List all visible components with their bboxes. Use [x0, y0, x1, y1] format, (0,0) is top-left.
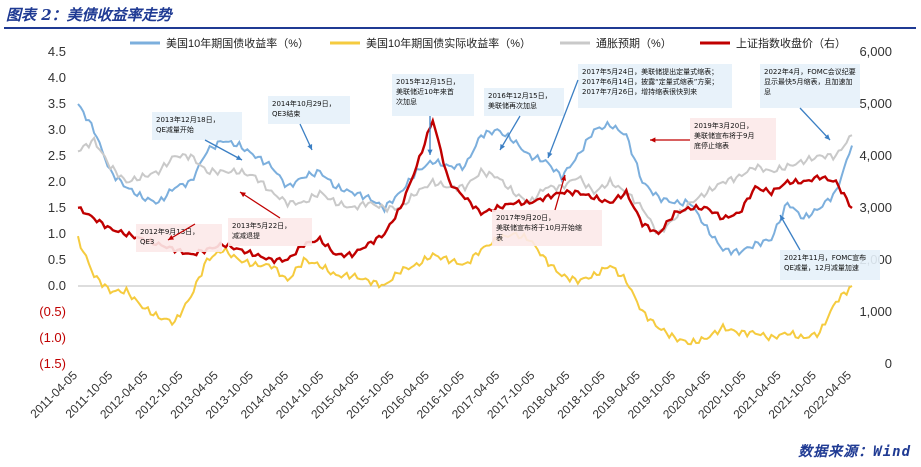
left-axis-tick: 2.0: [48, 174, 66, 189]
left-axis-tick: (1.0): [39, 330, 66, 345]
left-axis-tick: 0.0: [48, 278, 66, 293]
series-line-0: [77, 103, 853, 257]
right-axis-tick: 0: [885, 356, 892, 371]
annotation-arrowhead-7: [240, 192, 246, 198]
annotation-box-1: [268, 96, 350, 124]
source-note: 数据来源：Wind: [798, 444, 911, 460]
left-axis-tick: 0.5: [48, 252, 66, 267]
left-axis-tick: (1.5): [39, 356, 66, 371]
annotation-box-3: [484, 88, 564, 116]
left-axis-tick: (0.5): [39, 304, 66, 319]
annotation-arrowhead-10: [780, 215, 785, 221]
figure-title: 图表 2：美债收益率走势: [6, 6, 172, 24]
left-axis-tick: 3.0: [48, 122, 66, 137]
left-axis-tick: 2.5: [48, 148, 66, 163]
series-line-2: [77, 134, 853, 235]
annotation-box-10: [780, 250, 880, 280]
annotation-arrowhead-4: [547, 152, 553, 158]
annotation-arrowhead-3: [500, 144, 505, 150]
annotation-arrow-0: [204, 139, 243, 161]
annotation-arrow-5: [799, 107, 831, 141]
left-axis-tick: 1.5: [48, 200, 66, 215]
annotation-arrowhead-8: [561, 175, 567, 181]
annotation-arrow-4: [547, 79, 579, 159]
right-axis-tick: 4,000: [859, 148, 892, 163]
annotation-arrow-3: [499, 115, 521, 151]
annotation-arrowhead-5: [824, 134, 830, 140]
left-axis-tick: 4.5: [48, 44, 66, 59]
annotation-text-6: 2012年9月13日， QE3: [140, 227, 199, 246]
annotation-text-5: 2022年4月，FOMC会议纪要显示最快5月缩表，且加速加息: [764, 67, 856, 96]
annotation-text-8: 2017年9月20日，美联储宣布将于10月开始缩表: [496, 213, 582, 242]
annotation-text-9: 2019年3月20日，美联储宣布将于9月底停止缩表: [694, 121, 754, 150]
annotation-arrow-7: [239, 191, 281, 219]
right-axis-tick: 1,000: [859, 304, 892, 319]
annotation-arrowhead-0: [236, 155, 242, 160]
annotation-box-8: [492, 210, 602, 246]
annotation-box-7: [228, 218, 312, 246]
annotation-box-4: [578, 64, 732, 108]
annotation-arrowhead-6: [168, 235, 174, 240]
annotation-text-3: 2016年12月15日，美联储再次加息: [488, 91, 552, 110]
right-axis-tick: 5,000: [859, 96, 892, 111]
annotation-box-5: [760, 64, 860, 108]
legend-label-3: 上证指数收盘价（右）: [736, 36, 846, 50]
annotation-text-1: 2014年10月29日， QE3结束: [272, 99, 336, 118]
legend-label-2: 通胀预期（%）: [596, 37, 672, 50]
annotation-arrow-8: [554, 174, 566, 211]
legend-label-1: 美国10年期国债实际收益率（%）: [366, 36, 531, 50]
legend-label-0: 美国10年期国债收益率（%）: [166, 36, 309, 50]
annotation-box-6: [136, 224, 222, 252]
left-axis-tick: 3.5: [48, 96, 66, 111]
annotation-text-7: 2013年5月22日，减减退提: [232, 221, 291, 240]
left-axis-tick: 4.0: [48, 70, 66, 85]
annotation-arrowhead-1: [307, 144, 313, 150]
left-axis-tick: 1.0: [48, 226, 66, 241]
annotation-box-0: [152, 112, 242, 140]
annotation-text-4: 2017年5月24日，美联储提出定量式缩表； 2017年6月14日，披露“定量式缩…: [582, 67, 718, 96]
annotation-text-10: 2021年11月，FOMC宣布 QE减量，12月减量加速: [784, 253, 866, 272]
right-axis-tick: 6,000: [859, 44, 892, 59]
annotation-box-9: [690, 118, 776, 160]
right-axis-tick: 3,000: [859, 200, 892, 215]
annotation-text-2: 2015年12月15日，美联储近10年来首次加息: [396, 77, 460, 106]
series-line-1: [77, 231, 853, 346]
annotation-arrowhead-9: [650, 137, 656, 143]
annotation-arrow-10: [779, 214, 801, 251]
annotation-box-2: [392, 74, 474, 116]
annotation-arrowhead-2: [427, 149, 433, 155]
title-rule: [4, 27, 916, 29]
annotation-text-0: 2013年12月18日， QE减量开始: [156, 115, 220, 134]
